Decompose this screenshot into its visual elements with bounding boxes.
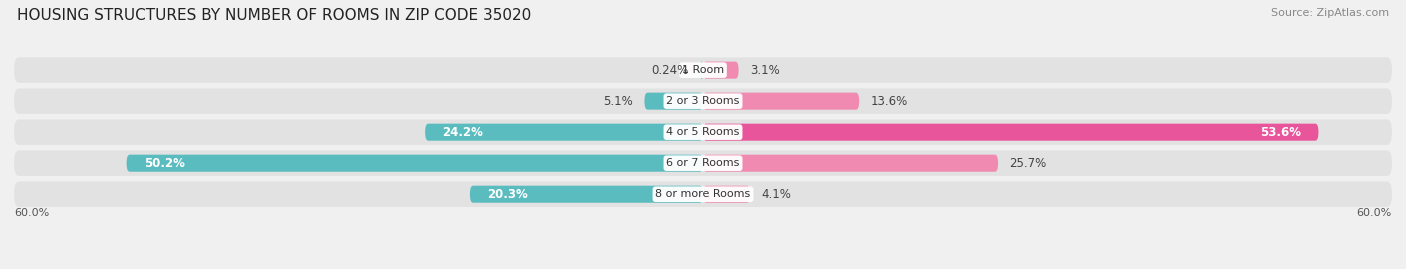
FancyBboxPatch shape	[700, 62, 703, 79]
FancyBboxPatch shape	[14, 150, 1392, 176]
FancyBboxPatch shape	[425, 124, 703, 141]
FancyBboxPatch shape	[14, 57, 1392, 83]
Text: 50.2%: 50.2%	[143, 157, 184, 170]
Text: 53.6%: 53.6%	[1260, 126, 1301, 139]
FancyBboxPatch shape	[127, 155, 703, 172]
Text: 1 Room: 1 Room	[682, 65, 724, 75]
Text: Source: ZipAtlas.com: Source: ZipAtlas.com	[1271, 8, 1389, 18]
FancyBboxPatch shape	[644, 93, 703, 110]
Text: 60.0%: 60.0%	[14, 208, 49, 218]
Text: 24.2%: 24.2%	[443, 126, 484, 139]
FancyBboxPatch shape	[703, 93, 859, 110]
Text: 0.24%: 0.24%	[651, 64, 689, 77]
Text: 5.1%: 5.1%	[603, 95, 633, 108]
FancyBboxPatch shape	[703, 124, 1319, 141]
Text: 6 or 7 Rooms: 6 or 7 Rooms	[666, 158, 740, 168]
FancyBboxPatch shape	[470, 186, 703, 203]
Text: HOUSING STRUCTURES BY NUMBER OF ROOMS IN ZIP CODE 35020: HOUSING STRUCTURES BY NUMBER OF ROOMS IN…	[17, 8, 531, 23]
Text: 60.0%: 60.0%	[1357, 208, 1392, 218]
Text: 3.1%: 3.1%	[749, 64, 780, 77]
FancyBboxPatch shape	[703, 62, 738, 79]
Text: 25.7%: 25.7%	[1010, 157, 1047, 170]
Text: 8 or more Rooms: 8 or more Rooms	[655, 189, 751, 199]
Text: 2 or 3 Rooms: 2 or 3 Rooms	[666, 96, 740, 106]
Text: 13.6%: 13.6%	[870, 95, 908, 108]
FancyBboxPatch shape	[703, 186, 749, 203]
FancyBboxPatch shape	[14, 182, 1392, 207]
FancyBboxPatch shape	[14, 119, 1392, 145]
Text: 4.1%: 4.1%	[762, 188, 792, 201]
Text: 20.3%: 20.3%	[486, 188, 527, 201]
FancyBboxPatch shape	[703, 155, 998, 172]
FancyBboxPatch shape	[14, 89, 1392, 114]
Text: 4 or 5 Rooms: 4 or 5 Rooms	[666, 127, 740, 137]
